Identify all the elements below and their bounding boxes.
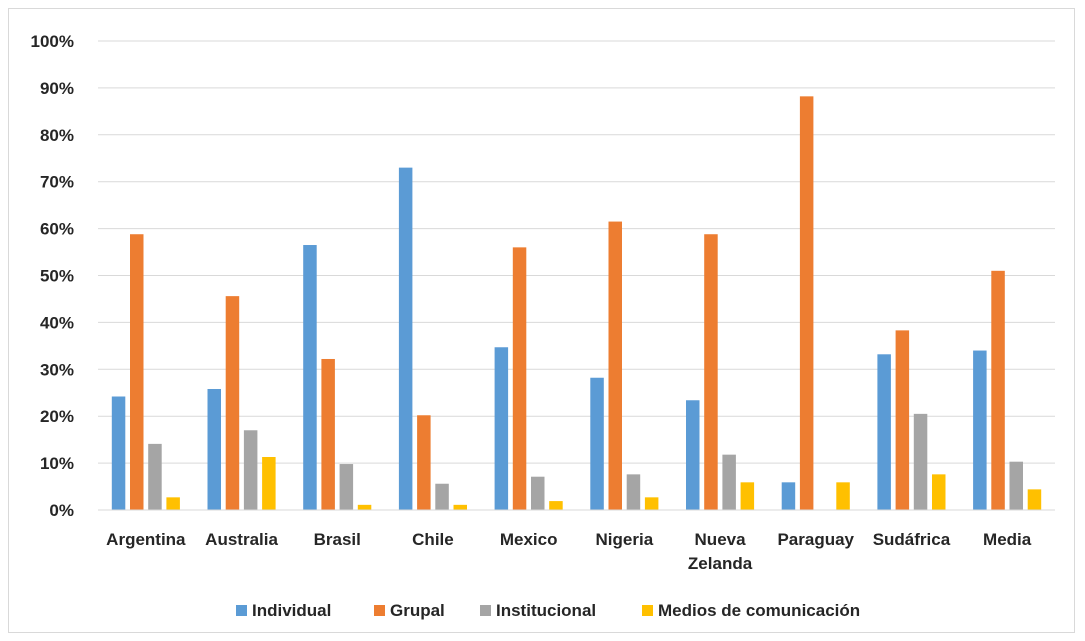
- bar: [494, 347, 509, 510]
- bar: [243, 430, 258, 510]
- bar: [453, 504, 467, 510]
- x-tick-label: Mexico: [500, 530, 558, 549]
- x-tick-label: Brasil: [314, 530, 361, 549]
- legend-swatch: [374, 605, 385, 616]
- x-tick-label: Nueva: [695, 530, 747, 549]
- legend-swatch: [642, 605, 653, 616]
- bar: [512, 247, 527, 511]
- y-axis: 0% 10% 20% 30% 40% 50% 60% 70% 80% 90% 100%: [31, 32, 74, 520]
- bar: [626, 474, 641, 510]
- legend-label: Medios de comunicación: [658, 601, 860, 620]
- bar: [1027, 489, 1042, 510]
- bar: [303, 245, 317, 510]
- bar: [148, 443, 162, 510]
- x-tick-label: Australia: [205, 530, 278, 549]
- bar: [644, 497, 659, 510]
- bars: [111, 96, 1042, 511]
- bar: [207, 388, 221, 510]
- bar: [339, 464, 354, 510]
- x-tick-label: Nigeria: [596, 530, 654, 549]
- x-tick-label: Paraguay: [777, 530, 854, 549]
- bar: [704, 234, 718, 510]
- bar: [111, 396, 126, 510]
- x-tick-label: Sudáfrica: [873, 530, 951, 549]
- y-tick-label: 60%: [40, 220, 74, 239]
- legend-label: Institucional: [496, 601, 596, 620]
- chart-frame: [8, 8, 1075, 633]
- bar: [130, 234, 144, 510]
- gridlines: [98, 40, 1055, 511]
- x-tick-label: Chile: [412, 530, 454, 549]
- x-tick-label: Media: [983, 530, 1032, 549]
- bar: [913, 413, 928, 510]
- bar: [608, 221, 622, 510]
- bar: [740, 482, 755, 510]
- legend-label: Individual: [252, 601, 331, 620]
- x-tick-label: Argentina: [106, 530, 186, 549]
- bar: [877, 354, 891, 510]
- bar: [531, 476, 545, 510]
- bar: [686, 400, 700, 510]
- bar: [781, 482, 796, 510]
- bar: [991, 270, 1005, 510]
- x-axis: Argentina Australia Brasil Chile Mexico Niger…: [98, 509, 1055, 573]
- legend-swatch: [480, 605, 491, 616]
- bar: [549, 501, 563, 510]
- bar: [262, 457, 276, 510]
- bar: [722, 454, 736, 510]
- bar: [1009, 461, 1023, 510]
- bar: [435, 483, 449, 510]
- y-tick-label: 40%: [40, 313, 74, 332]
- bar: [836, 482, 850, 510]
- bar: [398, 167, 413, 510]
- legend-label: Grupal: [390, 601, 445, 620]
- bar: [895, 330, 910, 510]
- bar: [357, 504, 372, 510]
- y-tick-label: 50%: [40, 267, 74, 286]
- bar: [799, 96, 814, 510]
- y-tick-label: 90%: [40, 79, 74, 98]
- y-tick-label: 70%: [40, 173, 74, 192]
- y-tick-label: 20%: [40, 407, 74, 426]
- x-tick-label: Zelanda: [688, 554, 753, 573]
- bar: [166, 497, 180, 510]
- bar: [225, 296, 240, 510]
- bar: [932, 474, 946, 510]
- bar: [973, 350, 987, 510]
- legend-swatch: [236, 605, 247, 616]
- bar: [321, 358, 335, 510]
- bar: [590, 377, 604, 510]
- y-tick-label: 30%: [40, 360, 74, 379]
- y-tick-label: 10%: [40, 454, 74, 473]
- legend: Individual Grupal Institucional Medios de c…: [236, 601, 860, 620]
- y-tick-label: 100%: [31, 32, 74, 51]
- bar: [417, 415, 431, 510]
- y-tick-label: 80%: [40, 126, 74, 145]
- y-tick-label: 0%: [49, 501, 74, 520]
